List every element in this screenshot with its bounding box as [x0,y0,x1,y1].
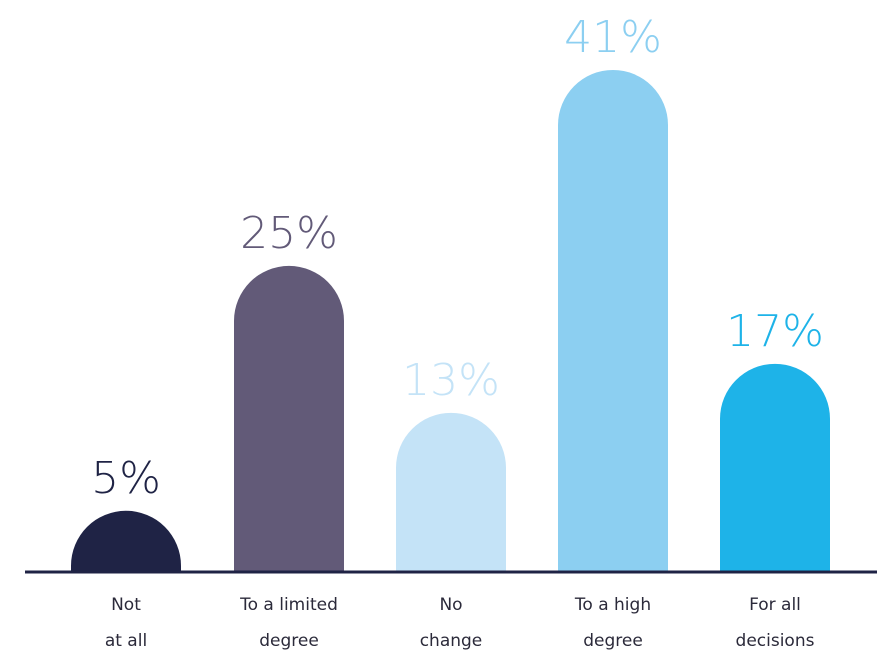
category-label-1-line-1: Not [111,595,141,615]
bar-1 [71,510,181,572]
category-label-5-line-1: For all [749,595,801,615]
value-label-5: 17% [726,306,824,357]
category-label-3-line-1: No [439,595,462,615]
value-label-4: 41% [564,12,662,63]
value-label-3: 13% [402,355,500,406]
value-labels-group: 5% 25% 13% 41% 17% [91,12,824,504]
category-label-5-line-2: decisions [736,631,815,650]
category-label-3-line-2: change [420,631,483,650]
category-label-2-line-1: To a limited [239,595,338,615]
category-label-4-line-2: degree [583,631,643,650]
bar-2 [234,265,344,572]
value-label-1: 5% [91,453,161,504]
category-label-4-line-1: To a high [574,595,651,615]
bars-group [71,70,830,572]
bar-5 [720,363,830,572]
category-labels-group: Not at all To a limited degree No change To a … [105,595,815,650]
value-label-2: 25% [240,208,338,259]
category-label-1-line-2: at all [105,631,147,650]
bar-3 [396,412,506,572]
bar-4 [558,70,668,572]
category-label-2-line-2: degree [259,631,319,650]
